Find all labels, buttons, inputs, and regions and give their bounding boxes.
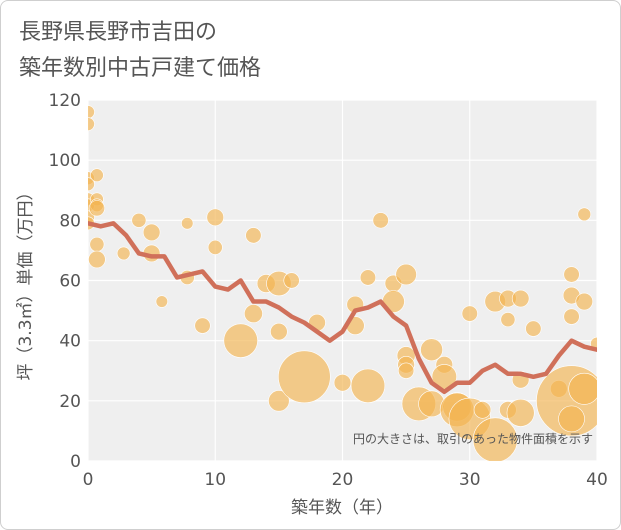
bubble-point	[333, 374, 352, 392]
average-line-series	[88, 221, 597, 395]
bubble-point	[88, 250, 106, 269]
bubble-point	[420, 338, 443, 362]
chart-title: 長野県長野市吉田の 築年数別中古戸建て価格	[19, 15, 261, 87]
average-line	[88, 221, 597, 395]
bubble-point	[568, 372, 597, 405]
bubble-point	[525, 320, 542, 337]
bubble-point	[270, 322, 288, 341]
x-tick-label: 30	[459, 470, 481, 490]
bubble-point	[194, 317, 211, 334]
bubble-point	[461, 305, 478, 322]
y-tick-label: 60	[59, 272, 81, 292]
bubble-point	[223, 323, 258, 358]
bubble-point	[283, 272, 300, 289]
bubble-point	[155, 295, 168, 308]
bubble-point	[398, 362, 415, 379]
bubble-point	[359, 269, 377, 286]
bubble-point	[506, 398, 535, 427]
x-tick-label: 40	[586, 470, 608, 490]
bubble-point	[268, 390, 290, 412]
y-tick-label: 40	[59, 332, 81, 352]
chart-title-line-1: 長野県長野市吉田の	[19, 20, 218, 45]
bubble-point	[577, 207, 592, 222]
y-tick-label: 120	[49, 91, 81, 111]
bubble-point	[116, 246, 131, 261]
x-tick-label: 20	[332, 470, 354, 490]
bubble-point	[89, 236, 105, 252]
bubble-point	[181, 217, 194, 230]
bubble-point	[563, 308, 580, 325]
bubble-point	[245, 227, 262, 244]
bubble-point	[575, 292, 594, 311]
bubble-point	[558, 405, 585, 433]
bubble-point	[395, 263, 417, 286]
bubble-point	[473, 401, 492, 419]
bubble-point	[88, 200, 106, 217]
x-tick-label: 0	[83, 470, 94, 490]
grid-lines	[87, 99, 598, 462]
bubble-point	[350, 368, 386, 403]
bubble-point	[88, 177, 95, 192]
bubble-point	[563, 266, 580, 283]
x-axis-title: 築年数（年）	[291, 498, 393, 518]
bubble-series	[88, 105, 597, 461]
bubble-point	[500, 312, 516, 328]
y-tick-label: 100	[49, 151, 81, 171]
bubble-point	[88, 105, 95, 119]
size-annotation: 円の大きさは、取引のあった物件面積を示す	[353, 431, 593, 446]
bubble-point	[278, 350, 331, 404]
bubble-point	[372, 212, 389, 229]
bubble-point	[472, 417, 518, 461]
bubble-point	[131, 212, 147, 228]
chart-title-line-2: 築年数別中古戸建て価格	[19, 56, 262, 81]
bubble-point	[90, 168, 104, 183]
bubble-point	[244, 304, 263, 323]
bubble-point	[88, 117, 95, 131]
bubble-point	[511, 289, 530, 308]
bubble-point	[206, 208, 225, 227]
bubble-point	[142, 223, 161, 242]
y-tick-label: 0	[70, 452, 81, 472]
y-tick-label: 80	[59, 211, 81, 231]
axis-ticks: 0 10 20 30 40 0 20 40 60 80 100 120	[49, 91, 608, 490]
x-tick-label: 10	[204, 470, 226, 490]
y-axis-title: 坪（3.3㎡）単価（万円）	[16, 183, 36, 380]
y-tick-label: 20	[59, 392, 81, 412]
bubble-point	[207, 239, 223, 255]
